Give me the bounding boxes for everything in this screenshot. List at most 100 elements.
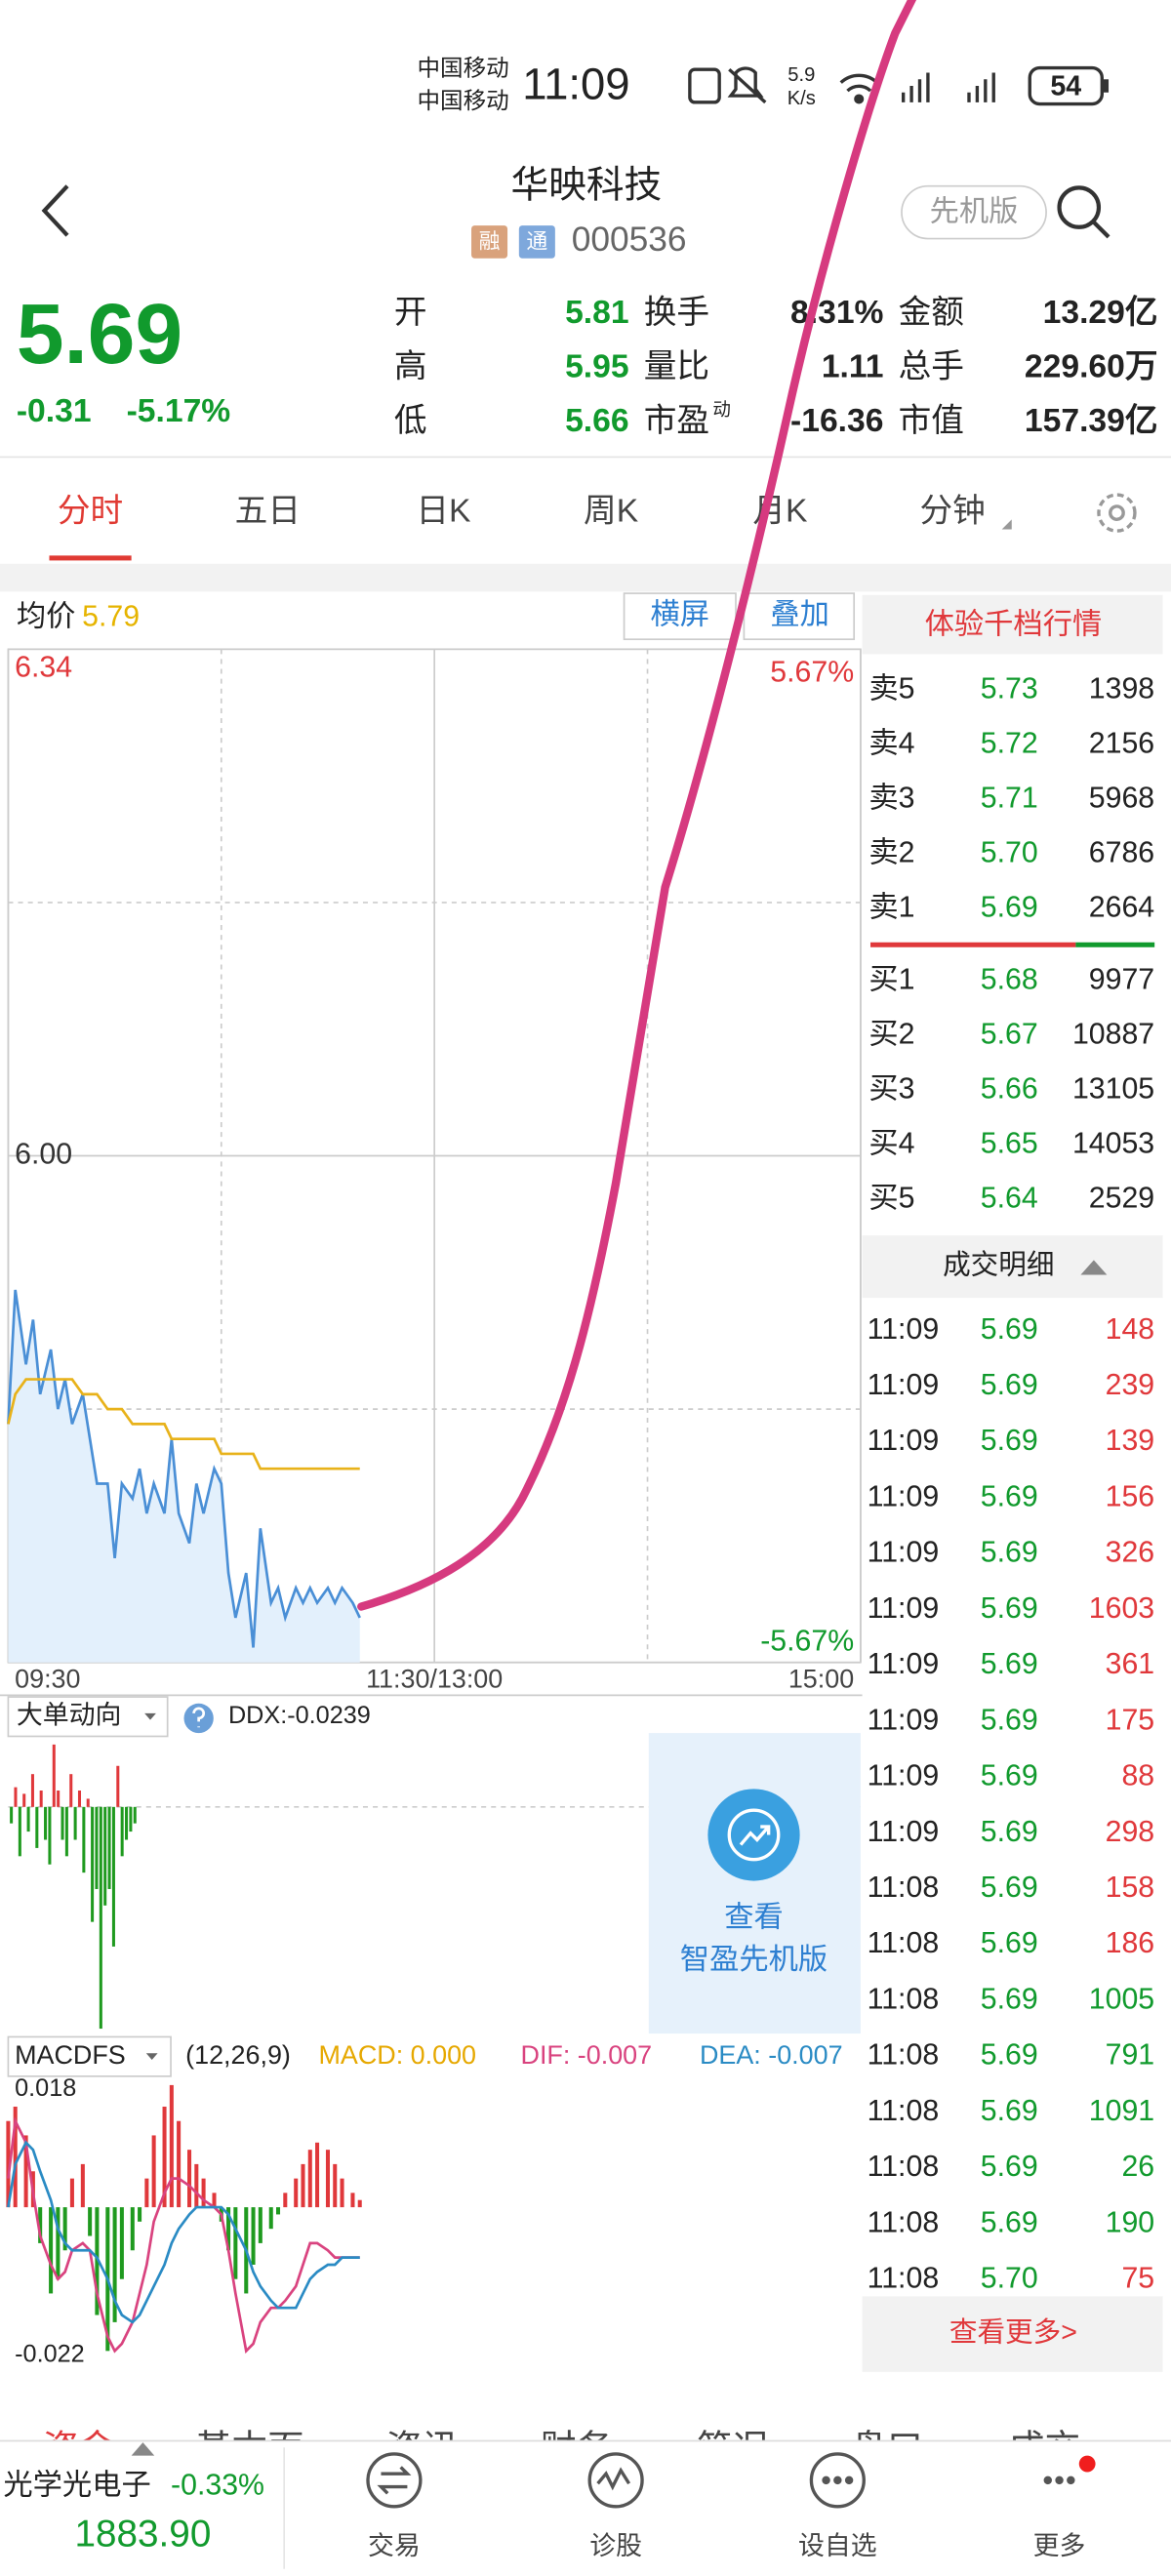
ddx-bar [86, 1798, 90, 1807]
version-button[interactable] [901, 184, 1047, 240]
macd-bar [13, 2106, 18, 2208]
trade-time: 11:08 [868, 1983, 940, 2015]
period-tab[interactable]: 五日 [235, 494, 301, 530]
trade-time: 11:08 [868, 1927, 940, 1959]
period-tab[interactable]: 分钟 [919, 494, 985, 530]
index-change[interactable]: -0.33% [171, 2470, 264, 2502]
trade-time: 11:09 [868, 1369, 940, 1401]
ddx-bar [61, 1806, 64, 1840]
carrier: 中国移动 [417, 88, 508, 113]
toolbar-button[interactable] [743, 592, 856, 641]
nav-item[interactable]: 诊股 [587, 2452, 644, 2560]
search-button[interactable] [1057, 185, 1110, 239]
macd-bar [151, 2135, 156, 2208]
indicator-name[interactable]: 大单动向 [17, 1700, 122, 1729]
book-price: 5.67 [981, 1018, 1038, 1050]
nav-icon-dot [844, 2475, 854, 2485]
trade-volume: 175 [1106, 1704, 1155, 1736]
nav-label[interactable]: 交易 [368, 2531, 421, 2560]
book-label: 买1 [868, 963, 914, 995]
period-tab[interactable]: 周K [584, 494, 639, 530]
promo-text[interactable]: 智盈先机版 [680, 1943, 828, 1976]
toolbar-button[interactable] [623, 592, 737, 641]
clock: 11:09 [522, 60, 629, 109]
field-label: 低 [394, 403, 427, 439]
nav-item[interactable]: 交易 [366, 2452, 423, 2560]
macd-bar [119, 2207, 124, 2279]
toolbar-button-label[interactable]: 叠加 [770, 599, 829, 631]
field-label: 量比 [644, 348, 709, 384]
trade-price: 5.69 [981, 1760, 1038, 1792]
macd-bar [212, 2193, 217, 2208]
indicator-selector[interactable] [7, 2035, 172, 2077]
period-tab[interactable]: 分时 [58, 494, 123, 530]
ddx-bar [52, 1744, 56, 1807]
back-button[interactable] [41, 184, 69, 237]
more-link[interactable]: 查看更多> [949, 2317, 1077, 2349]
promo-panel[interactable] [648, 1733, 861, 2034]
book-volume: 1398 [1089, 672, 1154, 704]
ddx-bar [22, 1793, 26, 1807]
caret [145, 2053, 158, 2061]
net-speed: 5.9 [787, 64, 815, 86]
ddx-bar [35, 1806, 39, 1848]
ticker-caret [131, 2442, 155, 2456]
trade-time: 11:09 [868, 1648, 940, 1680]
macd-bar [187, 2150, 192, 2208]
period-tab[interactable]: 日K [416, 494, 471, 530]
index-value[interactable]: 1883.90 [74, 2513, 211, 2555]
price-line [7, 1289, 361, 1648]
order-book: 卖5 5.73 1398 卖4 5.72 2156 卖3 5.71 5968 卖2 5.70 6786… [868, 672, 1154, 1214]
book-price: 5.73 [981, 672, 1038, 704]
book-volume: 10887 [1072, 1018, 1154, 1050]
nav-label[interactable]: 设自选 [798, 2531, 877, 2560]
field-label: 市值 [899, 402, 964, 439]
ddx-bar [133, 1806, 137, 1824]
charts: 6.346.005.665.67%-5.67%09:3011:30/13:001… [6, 648, 862, 2368]
macd-bar [130, 2207, 135, 2251]
hand-drawn-stroke [357, 0, 917, 1611]
ddx-bar [77, 1791, 82, 1807]
ddx-bar [69, 1774, 73, 1807]
promo-text[interactable]: 查看 [724, 1900, 784, 1933]
book-label: 卖5 [868, 672, 914, 704]
book-volume: 13105 [1072, 1072, 1154, 1105]
nav-label[interactable]: 更多 [1033, 2531, 1086, 2560]
period-tabs: 分时 五日 日K 周K 月K 分钟 [49, 494, 986, 561]
macd-bar [138, 2207, 142, 2222]
trade-volume: 1005 [1089, 1983, 1154, 2015]
macd-bar [38, 2207, 43, 2243]
macd-bar [23, 2135, 28, 2208]
toolbar-button-label[interactable]: 横屏 [650, 598, 709, 631]
version-button-label[interactable]: 先机版 [930, 194, 1019, 227]
last-price: 5.69 [17, 286, 182, 382]
ddx-bar [103, 1806, 107, 1906]
book-price: 5.71 [981, 782, 1038, 814]
trade-price: 5.69 [981, 1816, 1038, 1848]
nav-label[interactable]: 诊股 [589, 2531, 642, 2560]
macd-bar [340, 2178, 344, 2208]
order-book-title[interactable]: 体验千档行情 [925, 608, 1103, 641]
bottom-bar [0, 2440, 1171, 2576]
macd-bar [307, 2150, 312, 2208]
caret [144, 1712, 156, 1720]
indicator-name[interactable]: MACDFS [15, 2040, 126, 2070]
book-volume: 14053 [1072, 1127, 1154, 1159]
trade-volume: 326 [1106, 1537, 1155, 1569]
macd-bar [251, 2207, 256, 2265]
macd-bar [80, 2163, 85, 2208]
sort-caret [1080, 1260, 1108, 1275]
nav-item[interactable]: 更多 [1033, 2455, 1096, 2560]
ddx-bar [57, 1791, 61, 1807]
index-name[interactable]: 光学光电子 [3, 2469, 150, 2502]
trade-time: 11:08 [868, 2151, 940, 2183]
settings-button[interactable] [1097, 493, 1137, 533]
order-book-header[interactable] [862, 594, 1163, 655]
trade-price: 5.69 [981, 1425, 1038, 1457]
trade-volume: 156 [1106, 1480, 1155, 1512]
indicator-selector[interactable] [7, 1696, 169, 1738]
trades-list: 11:09 5.69 148 11:09 5.69 239 11:09 5.69 139 11:0… [868, 1313, 1155, 2295]
nav-icon [587, 2452, 644, 2509]
nav-item[interactable]: 设自选 [798, 2452, 877, 2560]
